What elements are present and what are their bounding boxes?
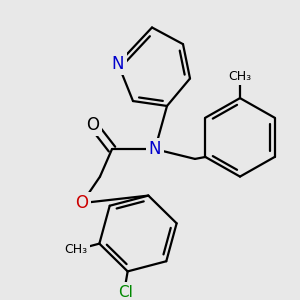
Text: CH₃: CH₃	[64, 243, 88, 256]
Text: O: O	[86, 116, 100, 134]
Text: N: N	[149, 140, 161, 158]
Text: Cl: Cl	[118, 284, 133, 299]
Text: N: N	[112, 55, 124, 73]
Text: O: O	[76, 194, 88, 212]
Text: CH₃: CH₃	[228, 70, 252, 83]
